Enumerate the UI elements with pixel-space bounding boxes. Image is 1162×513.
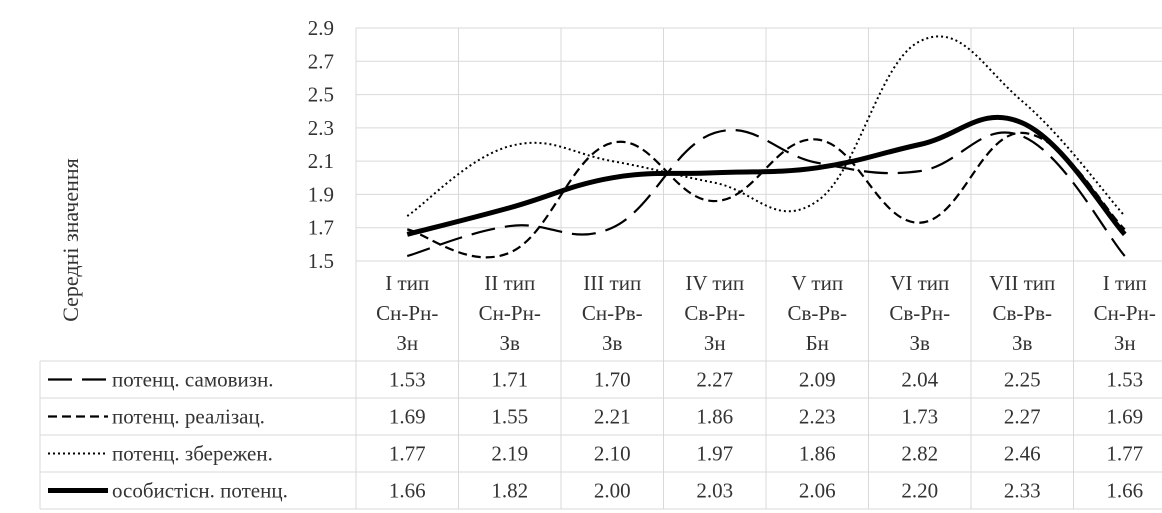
data-label: 2.25 xyxy=(1004,368,1041,392)
y-tick-label: 2.9 xyxy=(308,16,334,40)
data-label: 1.69 xyxy=(389,405,426,429)
data-label: 1.86 xyxy=(799,442,836,466)
x-category-label: Зв xyxy=(500,331,521,355)
data-label: 2.21 xyxy=(594,405,631,429)
y-tick-label: 1.5 xyxy=(308,249,334,273)
data-label: 2.10 xyxy=(594,442,631,466)
x-category-label: I тип xyxy=(1103,271,1147,295)
x-category-label: Зв xyxy=(602,331,623,355)
data-label: 2.06 xyxy=(799,479,836,503)
data-label: 2.33 xyxy=(1004,479,1041,503)
x-category-label: Сн-Рн- xyxy=(1094,301,1156,325)
data-label: 1.77 xyxy=(1106,442,1143,466)
data-label: 2.04 xyxy=(901,368,938,392)
data-label: 2.82 xyxy=(901,442,938,466)
series-lines xyxy=(406,35,1127,259)
data-label: 2.27 xyxy=(696,368,733,392)
series-line xyxy=(406,128,1126,258)
data-label: 1.82 xyxy=(491,479,528,503)
y-tick-label: 1.7 xyxy=(308,216,334,240)
chart-grid xyxy=(355,27,1162,509)
series-line xyxy=(406,114,1127,237)
data-label: 1.86 xyxy=(696,405,733,429)
data-label: 1.69 xyxy=(1106,405,1143,429)
series-line xyxy=(406,131,1126,259)
legend-label: потенц. збережен. xyxy=(112,442,273,466)
x-category-label: Зн xyxy=(396,331,418,355)
data-label: 1.66 xyxy=(1106,479,1143,503)
data-label: 1.70 xyxy=(594,368,631,392)
x-category-label: Бн xyxy=(806,331,829,355)
data-label: 1.71 xyxy=(491,368,528,392)
data-label: 2.23 xyxy=(799,405,836,429)
x-category-label: IV тип xyxy=(685,271,744,295)
legend-label: особистісн. потенц. xyxy=(112,479,288,503)
data-label: 1.97 xyxy=(696,442,733,466)
x-category-label: VI тип xyxy=(890,271,949,295)
y-axis-ticks: 1.5 1.7 1.9 2.1 2.3 2.5 2.7 2.9 xyxy=(308,16,334,273)
x-category-label: V тип xyxy=(791,271,843,295)
data-label: 1.77 xyxy=(389,442,426,466)
x-category-label: Сн-Рн- xyxy=(376,301,438,325)
x-category-label: Св-Рн- xyxy=(889,301,950,325)
data-label: 2.19 xyxy=(491,442,528,466)
data-table: потенц. самовизн. 1.53 1.71 1.70 2.27 2.09 2.0… xyxy=(39,360,1162,510)
data-label: 2.09 xyxy=(799,368,836,392)
x-category-label: I тип xyxy=(385,271,429,295)
y-tick-label: 2.5 xyxy=(308,83,334,107)
x-category-label: Св-Рв- xyxy=(992,301,1052,325)
x-category-label: Сн-Рв- xyxy=(582,301,643,325)
legend-label: потенц. реалізац. xyxy=(112,405,265,429)
x-axis-category-labels: I тип Сн-Рн- Зн II тип Сн-Рн- Зв III тип Сн-Рв-… xyxy=(376,271,1156,355)
y-axis-label: Середні значення xyxy=(58,158,83,322)
data-label: 1.53 xyxy=(389,368,426,392)
x-category-label: Св-Рв- xyxy=(787,301,847,325)
series-line xyxy=(406,35,1126,217)
legend-label: потенц. самовизн. xyxy=(112,368,274,392)
x-category-label: Сн-Рн- xyxy=(479,301,541,325)
x-category-label: III тип xyxy=(583,271,641,295)
x-category-label: Св-Рн- xyxy=(684,301,745,325)
y-tick-label: 2.1 xyxy=(308,149,334,173)
data-label: 2.00 xyxy=(594,479,631,503)
x-category-label: Зв xyxy=(1012,331,1033,355)
x-category-label: VII тип xyxy=(989,271,1055,295)
data-label: 2.27 xyxy=(1004,405,1041,429)
data-label: 2.20 xyxy=(901,479,938,503)
y-tick-label: 2.3 xyxy=(308,116,334,140)
x-category-label: II тип xyxy=(484,271,535,295)
x-category-label: Зн xyxy=(1114,331,1136,355)
y-tick-label: 1.9 xyxy=(308,182,334,206)
x-category-label: Зв xyxy=(910,331,931,355)
x-category-label: Зн xyxy=(704,331,726,355)
y-tick-label: 2.7 xyxy=(308,49,334,73)
data-label: 1.55 xyxy=(491,405,528,429)
data-label: 1.53 xyxy=(1106,368,1143,392)
data-label: 1.73 xyxy=(901,405,938,429)
data-label: 2.46 xyxy=(1004,442,1041,466)
data-label: 1.66 xyxy=(389,479,426,503)
data-label: 2.03 xyxy=(696,479,733,503)
